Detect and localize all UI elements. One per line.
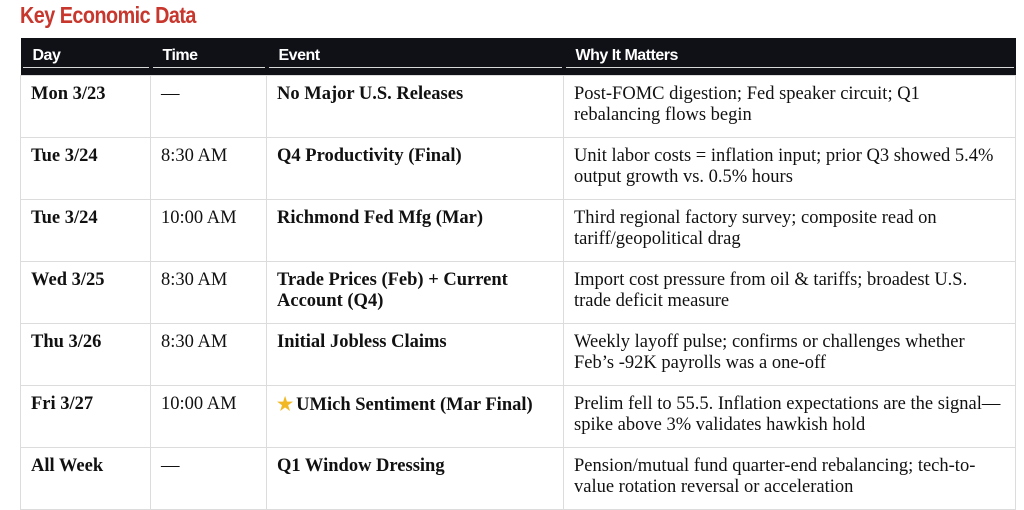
time-cell: 8:30 AM [150,323,267,386]
economic-data-table: Day Time Event Why It Matters Mon 3/23— N… [20,38,1016,510]
why-cell: Import cost pressure from oil & tariffs;… [563,261,1016,324]
table-row: Fri 3/27 10:00 AM ★ UMich Sentiment (Mar Fi… [20,385,1016,448]
event-label: Q4 Productivity (Final) [277,146,462,166]
time-cell: — [150,447,267,510]
event-cell: No Major U.S. Releases [266,75,564,138]
event-cell: ★ UMich Sentiment (Mar Final) [266,385,564,448]
table-header-row: Day Time Event Why It Matters [20,38,1016,76]
column-header-why: Why It Matters [563,38,1016,76]
event-cell: Richmond Fed Mfg (Mar) [266,199,564,262]
why-cell: Weekly layoff pulse; confirms or challen… [563,323,1016,386]
event-label: Trade Prices (Feb) + Current Account (Q4… [277,270,508,311]
why-cell: Unit labor costs = inflation input; prio… [563,137,1016,200]
table-row: Wed 3/25 8:30 AM Trade Prices (Feb) + Curr… [20,261,1016,324]
event-cell: Initial Jobless Claims [266,323,564,386]
page-title: Key Economic Data [20,2,196,28]
day-cell: Tue 3/24 [20,199,151,262]
why-cell: Prelim fell to 55.5. Inflation expectati… [563,385,1016,448]
time-cell: 8:30 AM [150,137,267,200]
event-label: Q1 Window Dressing [277,456,445,476]
star-icon: ★ [277,394,294,414]
event-label: No Major U.S. Releases [277,84,464,104]
event-label: Initial Jobless Claims [277,332,447,352]
column-header-day: Day [20,38,151,76]
table-row: Thu 3/26 8:30 AM Initial Jobless Claims Wee… [20,323,1016,386]
event-cell: Q4 Productivity (Final) [266,137,564,200]
table-row: Mon 3/23— No Major U.S. Releases Post-FOMC… [20,75,1016,138]
time-cell: — [150,75,267,138]
why-cell: Post-FOMC digestion; Fed speaker circuit… [563,75,1016,138]
why-cell: Third regional factory survey; composite… [563,199,1016,262]
column-header-event: Event [266,38,564,76]
day-cell: Wed 3/25 [20,261,151,324]
day-cell: All Week [20,447,151,510]
time-cell: 10:00 AM [150,199,267,262]
table-row: All Week — Q1 Window Dressing Pension/mutua… [20,447,1016,510]
day-cell: Mon 3/23 [20,75,151,138]
time-cell: 8:30 AM [150,261,267,324]
event-label: Richmond Fed Mfg (Mar) [277,208,484,228]
event-cell: Q1 Window Dressing [266,447,564,510]
day-cell: Thu 3/26 [20,323,151,386]
day-cell: Tue 3/24 [20,137,151,200]
day-cell: Fri 3/27 [20,385,151,448]
event-label: UMich Sentiment (Mar Final) [296,395,533,415]
table-row: Tue 3/24 10:00 AM Richmond Fed Mfg (Mar) Th… [20,199,1016,262]
event-cell: Trade Prices (Feb) + Current Account (Q4… [266,261,564,324]
column-header-time: Time [150,38,267,76]
table-row: Tue 3/24 8:30 AM Q4 Productivity (Final) Un… [20,137,1016,200]
why-cell: Pension/mutual fund quarter-end rebalanc… [563,447,1016,510]
time-cell: 10:00 AM [150,385,267,448]
